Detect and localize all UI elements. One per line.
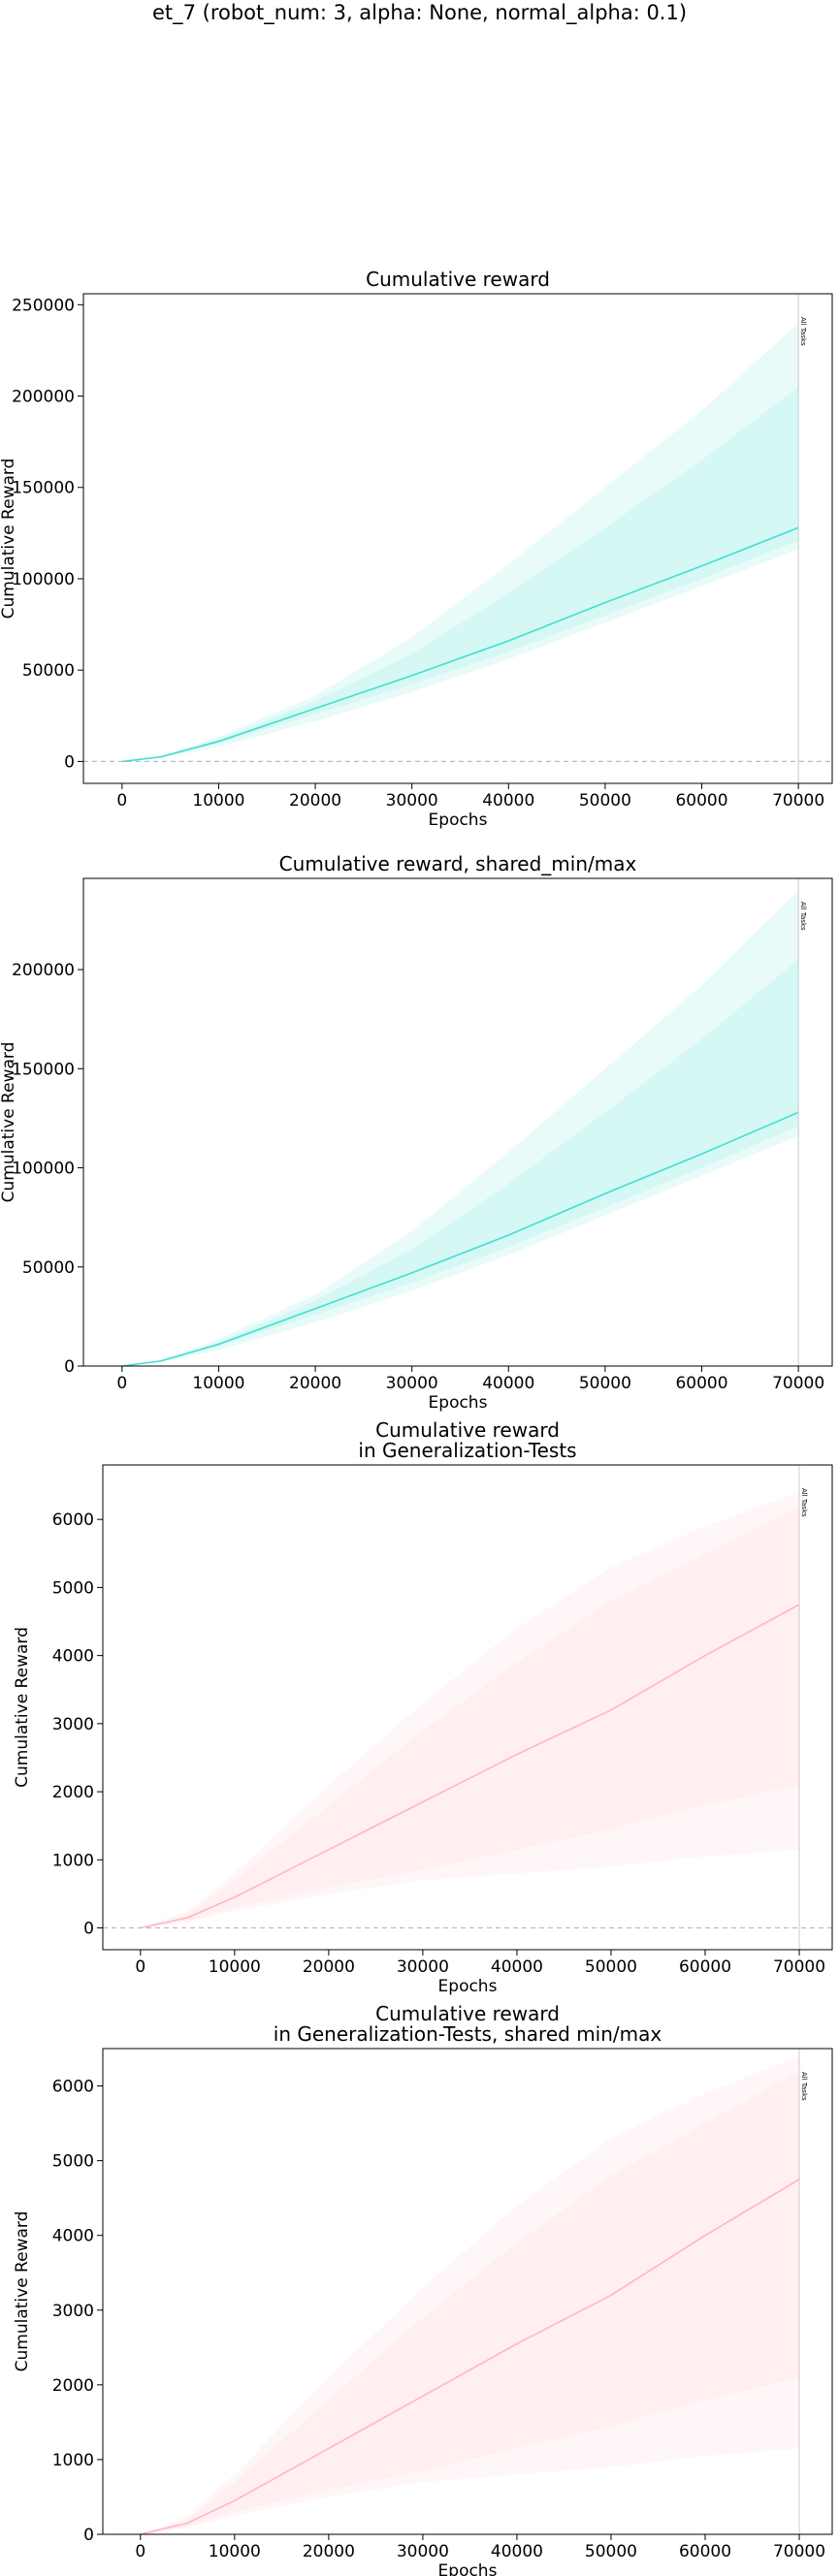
x-tick-label: 20000 [289, 791, 341, 811]
inner-range-band [140, 1506, 800, 1928]
y-tick-label: 0 [83, 1920, 94, 1939]
x-tick-label: 0 [135, 1957, 145, 1977]
y-tick-label: 100000 [12, 1160, 75, 1179]
x-tick-label: 20000 [303, 2542, 355, 2561]
y-tick-label: 4000 [52, 2227, 94, 2246]
all-tasks-marker-label: All Tasks [799, 902, 807, 931]
chart-title: Cumulative reward, shared_min/max [279, 852, 637, 875]
x-tick-label: 10000 [192, 791, 244, 811]
x-tick-label: 10000 [209, 1957, 261, 1977]
x-tick-label: 40000 [482, 1374, 534, 1393]
chart-title: in Generalization-Tests, shared min/max [274, 2022, 662, 2046]
x-tick-label: 30000 [397, 1957, 449, 1977]
x-tick-label: 10000 [209, 2542, 261, 2561]
x-tick-label: 70000 [773, 1957, 825, 1977]
x-tick-label: 50000 [579, 1374, 631, 1393]
x-tick-label: 30000 [386, 1374, 438, 1393]
plot-frame [102, 2048, 833, 2535]
x-tick-label: 50000 [585, 1957, 637, 1977]
y-tick-label: 1000 [52, 1851, 94, 1870]
x-tick-label: 30000 [386, 791, 438, 811]
y-tick-label: 3000 [52, 2302, 94, 2321]
x-tick-label: 50000 [585, 2542, 637, 2561]
y-tick-label: 2000 [52, 1783, 94, 1802]
all-tasks-marker-label: All Tasks [800, 1488, 808, 1517]
x-tick-label: 60000 [675, 791, 727, 811]
plot-frame [82, 877, 833, 1367]
x-tick-label: 60000 [679, 2542, 731, 2561]
chart-3 [97, 1464, 833, 1956]
y-axis-label: Cumulative Reward [0, 459, 18, 620]
x-axis-label: Epochs [438, 2561, 498, 2576]
x-axis-label: Epochs [438, 1977, 498, 1996]
x-tick-label: 50000 [579, 791, 631, 811]
inner-range-band [121, 387, 799, 762]
all-tasks-marker-label: All Tasks [799, 317, 807, 346]
y-tick-label: 2000 [52, 2376, 94, 2396]
chart-4 [97, 2048, 833, 2540]
y-tick-label: 150000 [12, 1060, 75, 1079]
x-tick-label: 0 [135, 2542, 145, 2561]
x-tick-label: 60000 [679, 1957, 731, 1977]
x-axis-label: Epochs [429, 1393, 488, 1413]
plot-frame [82, 293, 833, 784]
x-tick-label: 40000 [482, 791, 534, 811]
inner-range-band [140, 2071, 800, 2534]
x-tick-label: 20000 [303, 1957, 355, 1977]
x-tick-label: 0 [116, 791, 127, 811]
y-tick-label: 150000 [12, 479, 75, 498]
y-tick-label: 5000 [52, 2152, 94, 2172]
y-tick-label: 1000 [52, 2451, 94, 2470]
x-axis-label: Epochs [429, 811, 488, 830]
x-tick-label: 10000 [192, 1374, 244, 1393]
x-tick-label: 40000 [491, 1957, 543, 1977]
y-tick-label: 0 [83, 2526, 94, 2545]
mean-series-line [140, 1604, 800, 1929]
y-tick-label: 200000 [12, 388, 75, 407]
y-tick-label: 6000 [52, 1511, 94, 1530]
y-tick-label: 100000 [12, 570, 75, 589]
y-tick-label: 50000 [22, 661, 75, 681]
y-tick-label: 50000 [22, 1258, 75, 1278]
y-axis-label: Cumulative Reward [13, 2211, 32, 2372]
y-axis-label: Cumulative Reward [13, 1627, 32, 1788]
mean-series-line [121, 1111, 799, 1367]
mean-series-line [121, 526, 799, 763]
chart-title: in Generalization-Tests [358, 1439, 576, 1462]
x-tick-label: 60000 [675, 1374, 727, 1393]
mean-series-line [140, 2178, 800, 2535]
y-axis-label: Cumulative Reward [0, 1042, 18, 1203]
all-tasks-marker-label: All Tasks [800, 2072, 808, 2101]
y-tick-label: 0 [64, 752, 75, 772]
chart-2 [78, 877, 833, 1372]
plot-frame [102, 1464, 833, 1951]
x-tick-label: 70000 [773, 2542, 825, 2561]
x-tick-label: 0 [116, 1374, 127, 1393]
x-tick-label: 30000 [397, 2542, 449, 2561]
figure-suptitle: et_7 (robot_num: 3, alpha: None, normal_… [151, 1, 688, 24]
y-tick-label: 0 [64, 1357, 75, 1377]
y-tick-label: 200000 [12, 961, 75, 980]
chart-title: Cumulative reward [375, 2002, 560, 2025]
y-tick-label: 4000 [52, 1647, 94, 1667]
y-tick-label: 6000 [52, 2078, 94, 2097]
x-tick-label: 70000 [772, 1374, 824, 1393]
x-tick-label: 20000 [289, 1374, 341, 1393]
x-tick-label: 40000 [491, 2542, 543, 2561]
inner-range-band [121, 959, 799, 1366]
chart-1 [78, 293, 833, 789]
x-tick-label: 70000 [772, 791, 824, 811]
y-tick-label: 3000 [52, 1715, 94, 1734]
y-tick-label: 5000 [52, 1578, 94, 1598]
chart-title: Cumulative reward [366, 268, 550, 291]
chart-title: Cumulative reward [375, 1418, 560, 1442]
y-tick-label: 250000 [12, 296, 75, 315]
